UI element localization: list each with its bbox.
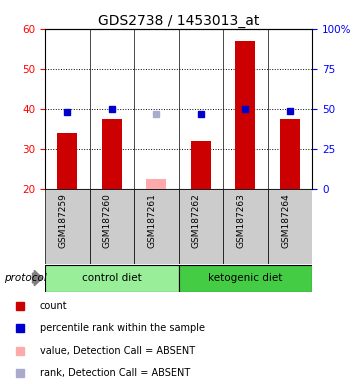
Text: GSM187264: GSM187264 xyxy=(281,193,290,248)
Bar xyxy=(102,119,122,189)
Bar xyxy=(57,133,77,189)
Text: rank, Detection Call = ABSENT: rank, Detection Call = ABSENT xyxy=(40,368,190,378)
Text: GSM187263: GSM187263 xyxy=(236,193,245,248)
Bar xyxy=(90,189,134,264)
Text: GSM187259: GSM187259 xyxy=(58,193,68,248)
Bar xyxy=(45,189,90,264)
Bar xyxy=(191,141,211,189)
Text: GSM187261: GSM187261 xyxy=(147,193,156,248)
Title: GDS2738 / 1453013_at: GDS2738 / 1453013_at xyxy=(98,14,260,28)
Bar xyxy=(147,179,166,189)
Bar xyxy=(45,265,179,291)
Bar xyxy=(268,189,312,264)
Text: protocol: protocol xyxy=(4,273,46,283)
Text: ketogenic diet: ketogenic diet xyxy=(208,273,283,283)
Bar xyxy=(280,119,300,189)
Text: value, Detection Call = ABSENT: value, Detection Call = ABSENT xyxy=(40,346,195,356)
Text: percentile rank within the sample: percentile rank within the sample xyxy=(40,323,205,333)
FancyArrow shape xyxy=(32,270,43,286)
Bar xyxy=(134,189,179,264)
Text: GSM187260: GSM187260 xyxy=(103,193,112,248)
Bar xyxy=(223,189,268,264)
Bar xyxy=(179,189,223,264)
Text: control diet: control diet xyxy=(82,273,142,283)
Text: GSM187262: GSM187262 xyxy=(192,193,201,248)
Text: count: count xyxy=(40,301,68,311)
Bar xyxy=(179,265,312,291)
Bar xyxy=(235,41,256,189)
